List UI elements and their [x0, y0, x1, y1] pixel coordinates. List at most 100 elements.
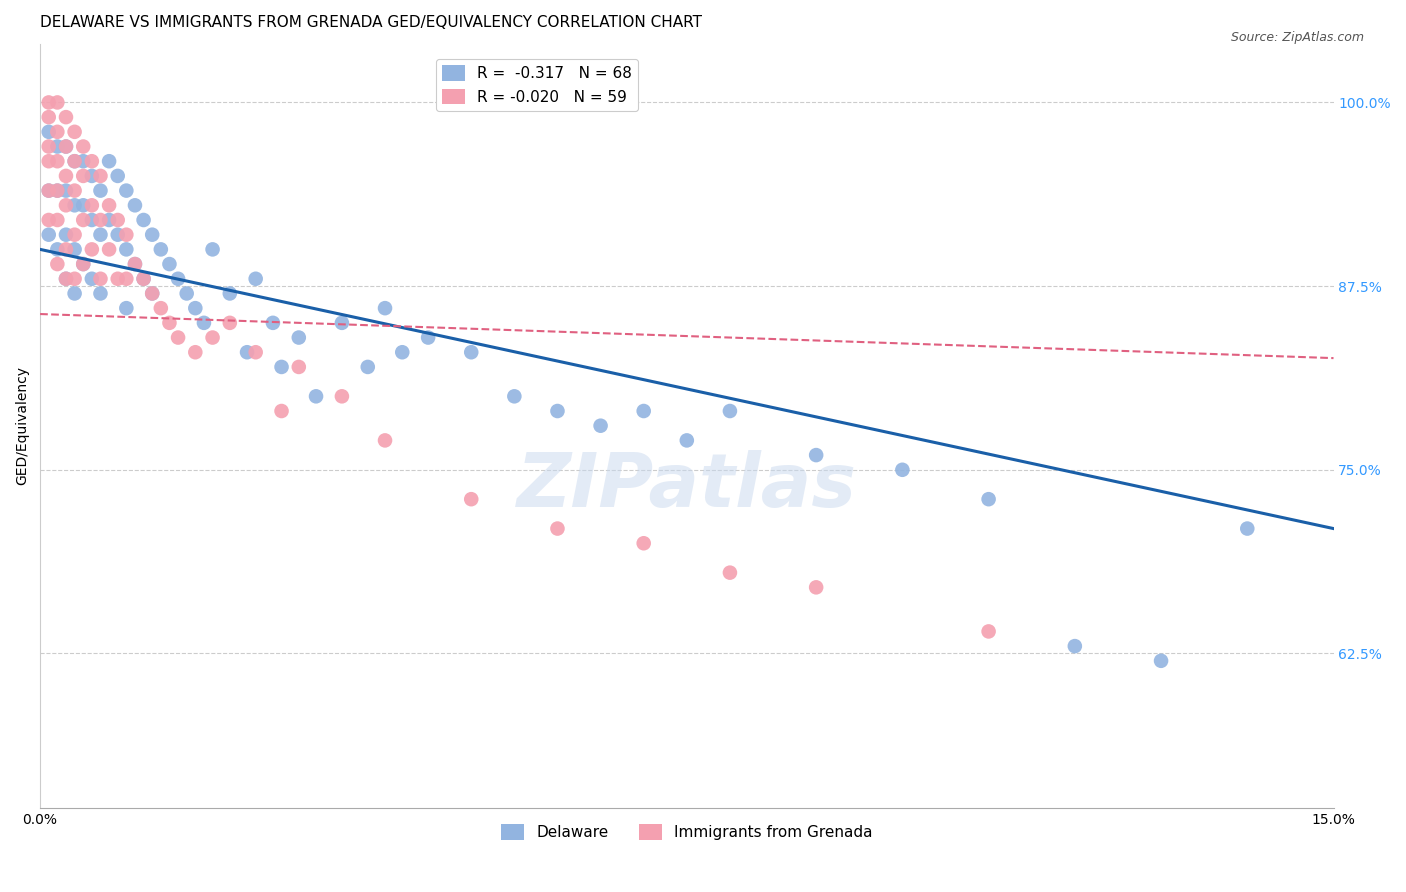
Point — [72, 139, 94, 153]
Point — [262, 316, 284, 330]
Point — [201, 330, 224, 344]
Point — [89, 213, 111, 227]
Point — [288, 330, 311, 344]
Point — [977, 624, 1000, 639]
Point — [193, 316, 215, 330]
Point — [63, 243, 86, 257]
Point — [159, 316, 181, 330]
Point — [55, 169, 77, 183]
Point — [1150, 654, 1173, 668]
Text: Source: ZipAtlas.com: Source: ZipAtlas.com — [1230, 31, 1364, 45]
Text: ZIPatlas: ZIPatlas — [517, 450, 856, 524]
Point — [38, 95, 60, 110]
Point — [80, 169, 103, 183]
Point — [132, 272, 155, 286]
Point — [38, 154, 60, 169]
Point — [107, 213, 129, 227]
Point — [46, 243, 69, 257]
Point — [1063, 639, 1085, 653]
Point — [55, 272, 77, 286]
Point — [201, 243, 224, 257]
Point — [288, 359, 311, 374]
Point — [55, 139, 77, 153]
Point — [98, 198, 121, 212]
Point — [46, 125, 69, 139]
Point — [124, 257, 146, 271]
Point — [115, 272, 138, 286]
Point — [55, 110, 77, 124]
Point — [107, 169, 129, 183]
Point — [184, 301, 207, 315]
Point — [115, 227, 138, 242]
Point — [89, 184, 111, 198]
Point — [80, 154, 103, 169]
Point — [38, 125, 60, 139]
Point — [89, 286, 111, 301]
Point — [98, 243, 121, 257]
Point — [1236, 522, 1258, 536]
Point — [63, 154, 86, 169]
Point — [63, 198, 86, 212]
Point — [46, 139, 69, 153]
Point — [330, 316, 353, 330]
Point — [63, 286, 86, 301]
Point — [115, 184, 138, 198]
Point — [55, 272, 77, 286]
Point — [89, 227, 111, 242]
Point — [236, 345, 259, 359]
Point — [141, 286, 163, 301]
Point — [460, 492, 482, 507]
Point — [63, 227, 86, 242]
Point — [38, 213, 60, 227]
Point — [72, 213, 94, 227]
Point — [132, 272, 155, 286]
Point — [633, 404, 655, 418]
Point — [124, 257, 146, 271]
Point — [589, 418, 612, 433]
Point — [38, 184, 60, 198]
Point — [38, 184, 60, 198]
Point — [374, 434, 396, 448]
Point — [804, 580, 827, 594]
Point — [107, 272, 129, 286]
Point — [718, 566, 741, 580]
Legend: Delaware, Immigrants from Grenada: Delaware, Immigrants from Grenada — [495, 818, 879, 846]
Point — [38, 110, 60, 124]
Point — [675, 434, 697, 448]
Point — [80, 198, 103, 212]
Point — [72, 257, 94, 271]
Point — [55, 227, 77, 242]
Point — [184, 345, 207, 359]
Point — [63, 272, 86, 286]
Point — [546, 404, 568, 418]
Point — [89, 272, 111, 286]
Point — [245, 345, 267, 359]
Point — [546, 522, 568, 536]
Point — [159, 257, 181, 271]
Point — [977, 492, 1000, 507]
Point — [374, 301, 396, 315]
Point — [55, 243, 77, 257]
Point — [80, 213, 103, 227]
Point — [98, 213, 121, 227]
Point — [891, 463, 914, 477]
Point — [115, 301, 138, 315]
Point — [89, 169, 111, 183]
Point — [55, 184, 77, 198]
Point — [218, 316, 240, 330]
Point — [72, 169, 94, 183]
Point — [63, 184, 86, 198]
Point — [80, 243, 103, 257]
Point — [46, 257, 69, 271]
Point — [418, 330, 440, 344]
Point — [218, 286, 240, 301]
Point — [503, 389, 526, 403]
Point — [245, 272, 267, 286]
Point — [633, 536, 655, 550]
Point — [63, 154, 86, 169]
Point — [718, 404, 741, 418]
Point — [391, 345, 413, 359]
Point — [72, 154, 94, 169]
Point — [72, 198, 94, 212]
Point — [176, 286, 198, 301]
